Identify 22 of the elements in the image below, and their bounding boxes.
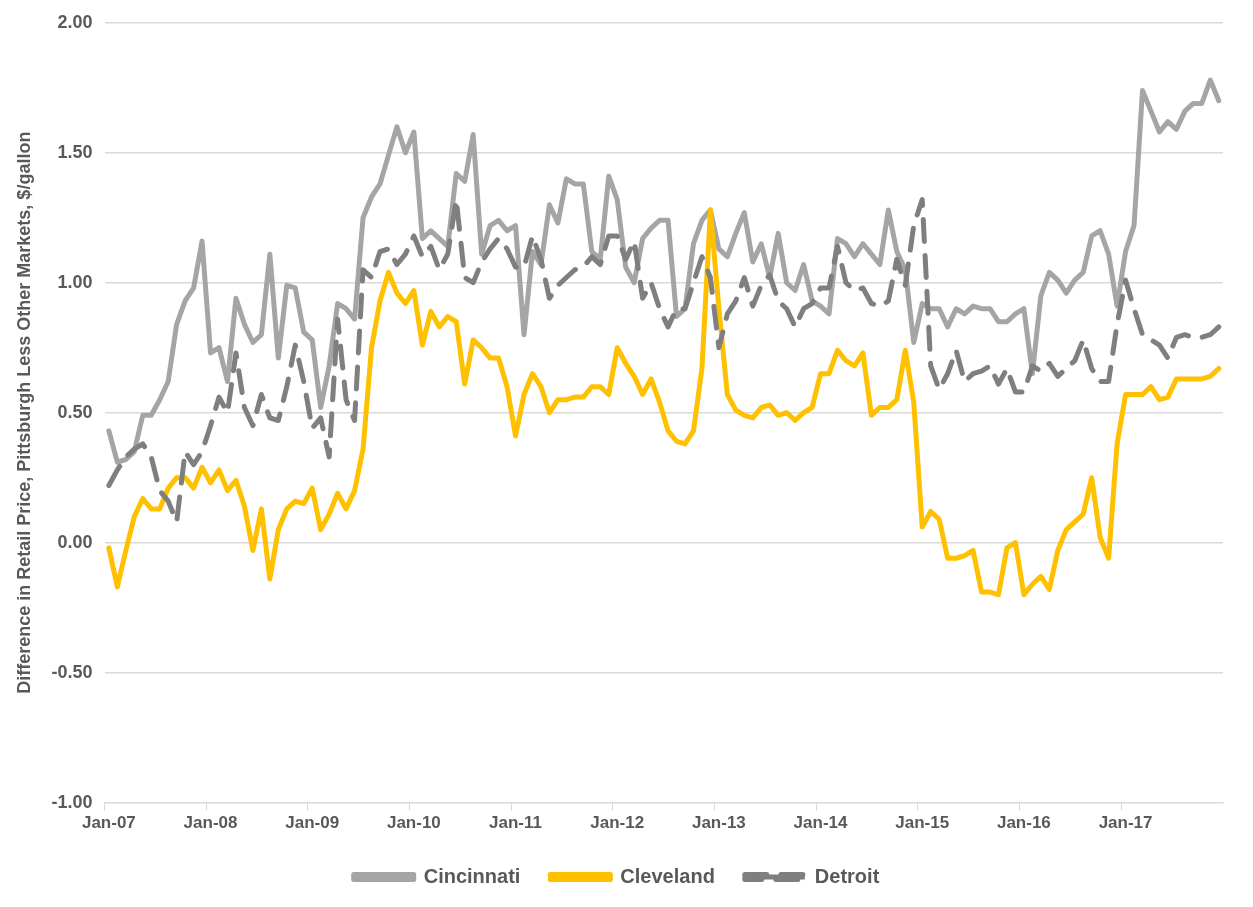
x-tick-label: Jan-15 [895, 813, 950, 833]
x-tick-label: Jan-07 [81, 813, 136, 833]
y-tick-label: 1.00 [57, 271, 93, 292]
x-tick-label: Jan-08 [183, 813, 238, 833]
x-tick-label: Jan-10 [386, 813, 441, 833]
x-tick-label: Jan-09 [285, 813, 340, 833]
x-tick-label: Jan-14 [793, 813, 849, 833]
legend-label: Cincinnati [423, 864, 521, 887]
legend-label: Detroit [814, 864, 880, 887]
y-tick-label: 1.50 [57, 141, 93, 162]
y-tick-label: -1.00 [51, 791, 93, 812]
x-tick-label: Jan-11 [489, 813, 543, 833]
y-tick-label: 2.00 [57, 11, 93, 32]
legend-label: Cleveland [620, 864, 715, 887]
x-tick-label: Jan-17 [1098, 813, 1153, 833]
y-axis-title: Difference in Retail Price, Pittsburgh Less Other Markets, $/gallon [13, 131, 34, 694]
x-tick-label: Jan-13 [691, 813, 746, 833]
x-tick-label: Jan-12 [590, 813, 645, 833]
y-tick-label: -0.50 [51, 661, 93, 682]
y-tick-label: 0.00 [57, 531, 93, 552]
x-tick-label: Jan-16 [996, 813, 1051, 833]
y-tick-label: 0.50 [57, 401, 93, 422]
